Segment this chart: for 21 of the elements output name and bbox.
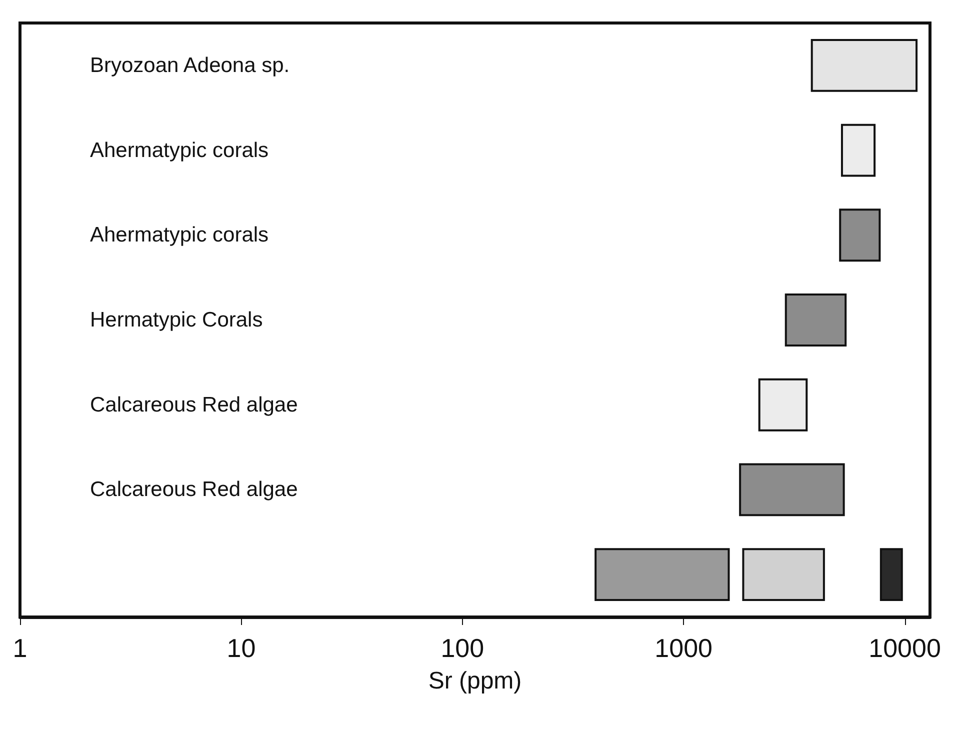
x-tick-label: 100 <box>440 633 484 663</box>
y-tick-label: Calcareous Red algae <box>90 478 298 502</box>
bar <box>742 548 825 602</box>
bar <box>594 548 730 602</box>
x-tick-label: 10000 <box>868 633 941 663</box>
x-tick-label: 1 <box>12 633 28 663</box>
bar <box>840 124 876 177</box>
y-tick-label: Hermatypic Corals <box>90 308 263 332</box>
x-tick-label: 10 <box>226 633 256 663</box>
bar <box>839 208 881 262</box>
y-tick-label: Ahermatypic corals <box>90 224 269 247</box>
x-axis-title: Sr (ppm) <box>428 668 522 694</box>
y-tick-label: Ahermatypic corals <box>90 138 269 162</box>
y-tick-label: Bryozoan Adeona sp. <box>90 54 290 77</box>
bar <box>784 294 847 346</box>
bar <box>810 38 918 92</box>
y-tick-label: Calcareous Red algae <box>90 393 298 416</box>
bar <box>739 463 845 516</box>
x-tick-label: 1000 <box>654 633 713 663</box>
bar <box>758 378 808 432</box>
bar <box>880 548 903 602</box>
